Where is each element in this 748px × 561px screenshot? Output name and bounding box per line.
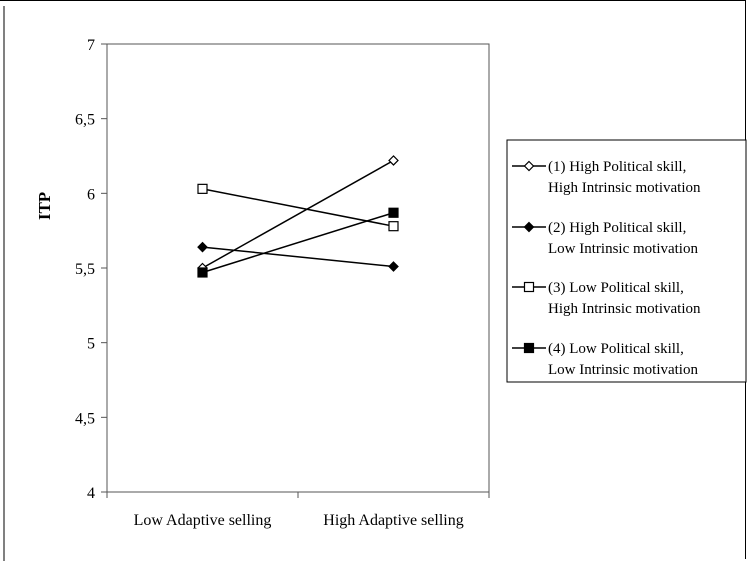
legend-1-marker	[523, 160, 535, 172]
legend-3-marker	[523, 281, 535, 293]
series-2-line	[202, 246, 394, 268]
legend-1-label: (1) High Political skill,	[548, 159, 686, 175]
series-1-point	[388, 155, 399, 166]
y-tick-label: 6,5	[75, 112, 95, 129]
series-1-line	[202, 159, 394, 269]
plot-area	[106, 43, 490, 493]
series-3-point	[197, 183, 208, 194]
x-tick-label: High Adaptive selling	[323, 512, 463, 529]
legend-3-label-line2: High Intrinsic motivation	[548, 301, 701, 317]
legend-4-label-line2: Low Intrinsic motivation	[548, 362, 698, 378]
legend-4-marker	[523, 342, 535, 354]
x-tick-label: Low Adaptive selling	[134, 512, 272, 529]
legend-3-label: (3) Low Political skill,	[548, 280, 684, 296]
y-tick-label: 7	[87, 37, 95, 54]
series-4-point	[197, 267, 208, 278]
y-tick-label: 4	[87, 485, 95, 502]
series-4-line	[202, 212, 394, 274]
series-2-point	[388, 261, 399, 272]
legend-4-label: (4) Low Political skill,	[548, 341, 684, 357]
legend-2-marker	[523, 221, 535, 233]
legend-2-label-line2: Low Intrinsic motivation	[548, 241, 698, 257]
series-4-point	[388, 207, 399, 218]
legend-2-label: (2) High Political skill,	[548, 220, 686, 236]
y-tick-label: 5	[87, 336, 95, 353]
series-3-line	[202, 188, 394, 227]
y-axis-label: ITP	[35, 192, 54, 220]
legend	[506, 139, 747, 383]
y-tick-label: 4,5	[75, 410, 95, 427]
series-3-point	[388, 221, 399, 232]
y-tick-label: 6	[87, 186, 95, 203]
series-2-point	[197, 241, 208, 253]
y-tick-label: 5,5	[75, 261, 95, 278]
legend-1-label-line2: High Intrinsic motivation	[548, 180, 701, 196]
